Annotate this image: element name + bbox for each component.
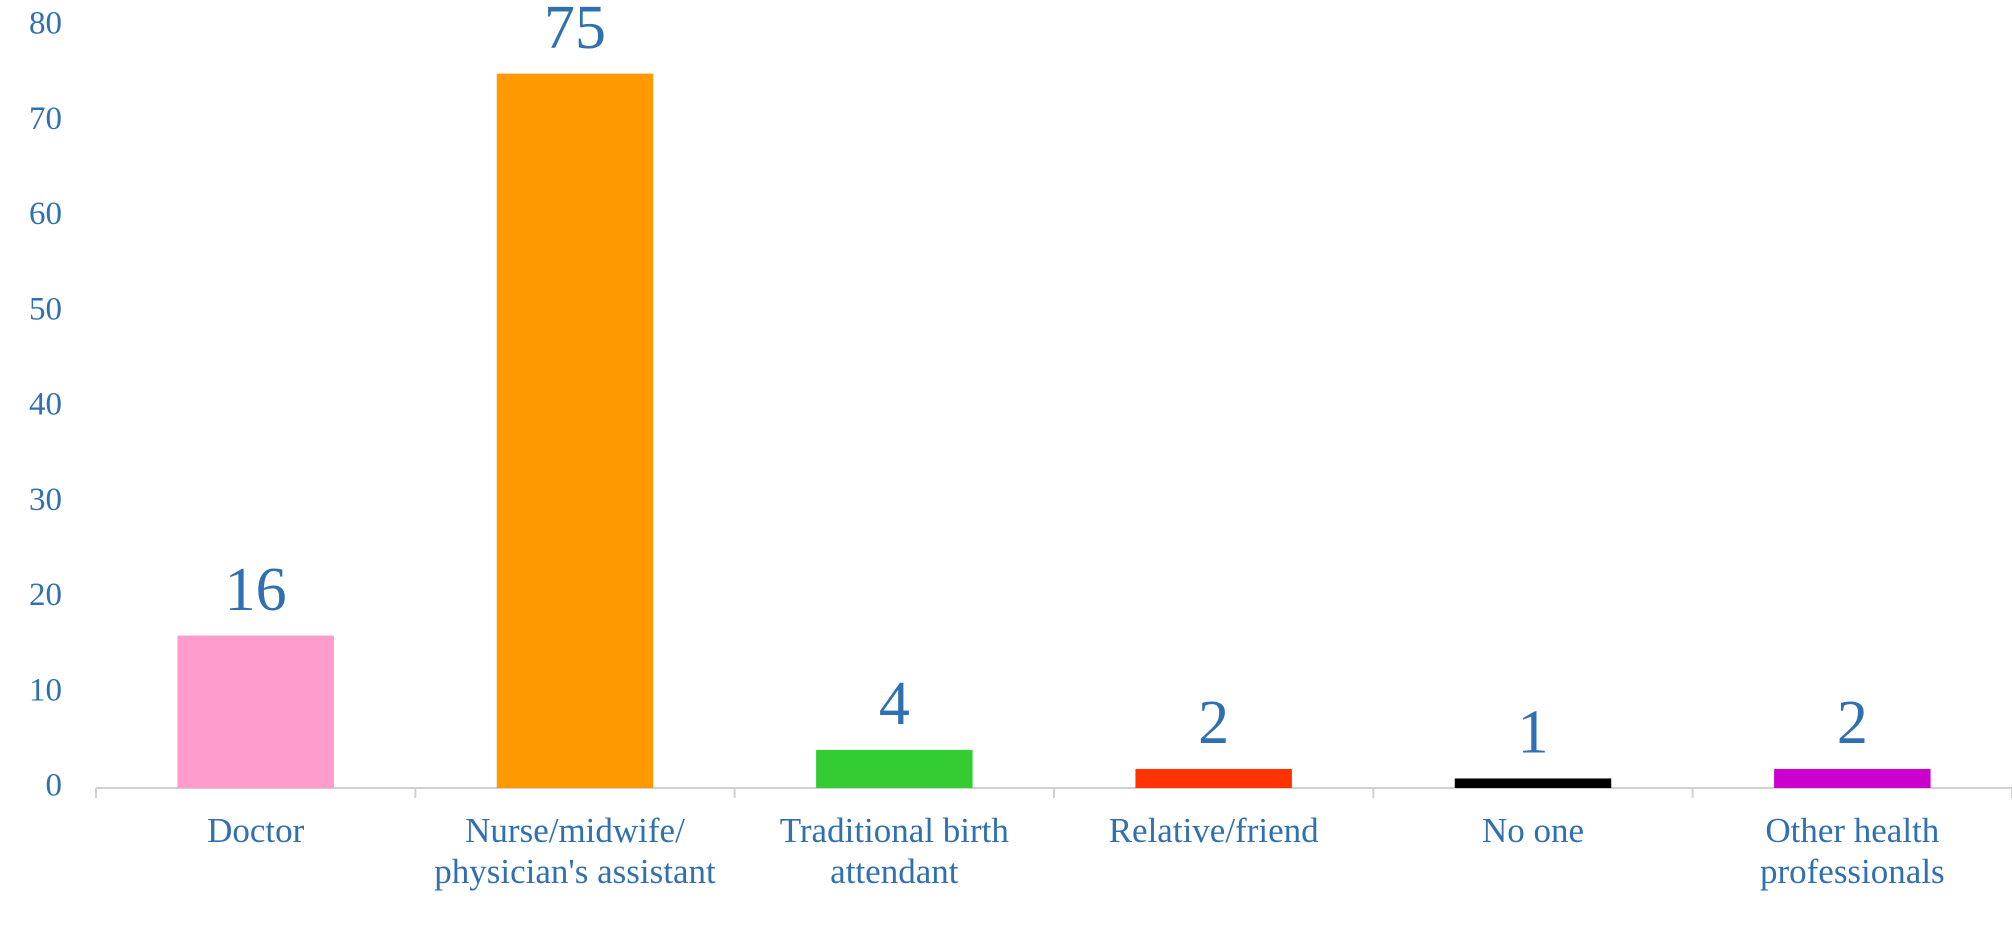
x-tick-label: Doctor <box>207 811 305 850</box>
x-tick-label: Traditional birth attendant <box>779 811 1009 891</box>
x-tick-label: Nurse/midwife/ physician's assistant <box>434 811 716 891</box>
y-tick-label: 30 <box>29 482 62 518</box>
y-tick-label: 0 <box>46 768 63 804</box>
data-label: 2 <box>1837 689 1868 757</box>
y-tick-label: 50 <box>29 291 62 327</box>
bar <box>1454 778 1612 788</box>
y-tick-label: 60 <box>29 196 62 232</box>
data-label: 1 <box>1518 699 1549 767</box>
bar <box>1135 768 1292 788</box>
x-tick-label: No one <box>1481 811 1585 850</box>
y-tick-label: 10 <box>29 672 62 708</box>
data-label: 16 <box>225 556 287 624</box>
bar <box>496 73 654 788</box>
y-tick-label: 40 <box>29 387 62 423</box>
y-tick-label: 70 <box>29 101 62 137</box>
data-label: 75 <box>544 0 606 62</box>
x-tick-label: Other health professionals <box>1759 811 1945 891</box>
bar <box>1774 768 1931 788</box>
y-tick-label: 80 <box>29 6 62 42</box>
x-tick-label: Relative/friend <box>1108 811 1319 850</box>
bar <box>177 635 334 788</box>
data-label: 4 <box>879 670 910 738</box>
bar <box>816 749 973 788</box>
data-label: 2 <box>1198 689 1229 757</box>
y-tick-label: 20 <box>29 577 62 613</box>
